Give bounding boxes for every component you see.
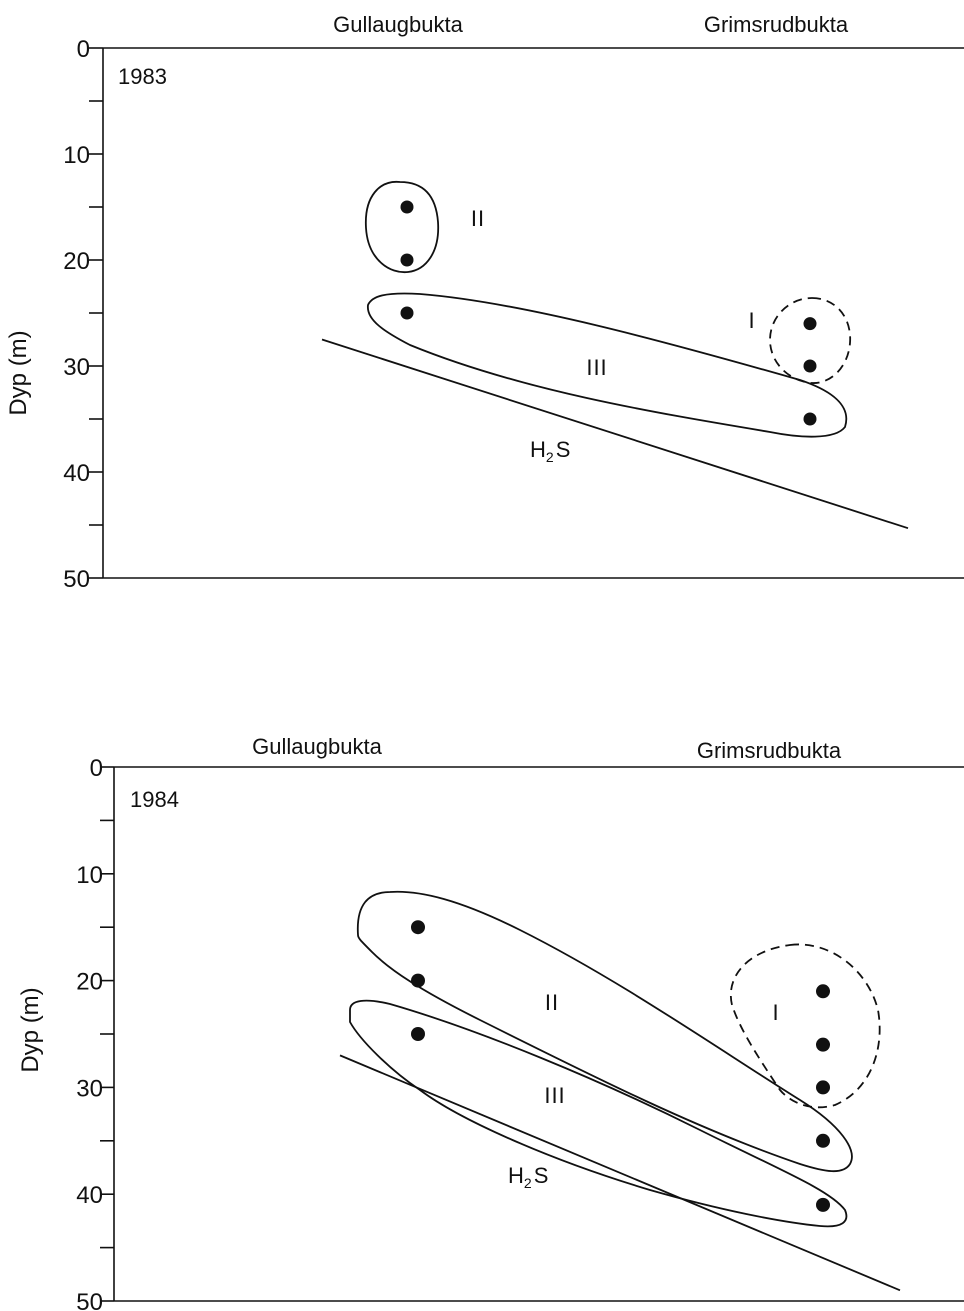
- group-ii-outline: [365, 181, 439, 273]
- panel-1983: Gullaugbukta Grimsrudbukta 0 10 20 30 40 50 D…: [5, 12, 964, 593]
- sample-point: [803, 359, 817, 373]
- y-tick-label: 10: [63, 142, 90, 169]
- panel-1984: Gullaugbukta Grimsrudbukta 0 10 20 30 40 50 D…: [17, 734, 964, 1311]
- h2s-label: H2S: [508, 1163, 548, 1191]
- group-iii-label: III: [544, 1083, 565, 1108]
- y-tick-label: 20: [63, 248, 90, 275]
- sample-point: [803, 317, 817, 331]
- h2s-boundary-line: [321, 338, 909, 530]
- y-tick-label: 40: [76, 1182, 103, 1209]
- group-ii-label: II: [545, 990, 559, 1015]
- sample-point: [816, 1080, 830, 1095]
- h2s-label: H2S: [530, 437, 570, 465]
- y-tick-label: 0: [90, 755, 103, 782]
- h2s-boundary-line: [339, 1054, 901, 1292]
- group-i-outline: [769, 297, 851, 384]
- y-tick-label: 40: [63, 460, 90, 487]
- sample-point: [816, 1133, 830, 1148]
- location-label-right: Grimsrudbukta: [697, 738, 842, 763]
- sample-point: [816, 1037, 830, 1052]
- group-iii-outline: [367, 292, 848, 438]
- sample-point: [816, 1197, 830, 1212]
- group-iii-label: III: [586, 355, 607, 380]
- year-label: 1983: [118, 64, 167, 89]
- group-i-outline: [729, 943, 881, 1109]
- sample-point: [411, 920, 425, 935]
- sample-point: [400, 306, 414, 320]
- location-label-right: Grimsrudbukta: [704, 12, 849, 37]
- group-i-label: I: [748, 308, 755, 333]
- sample-point: [411, 1027, 425, 1041]
- sample-point: [411, 973, 425, 988]
- y-axis-label: Dyp (m): [5, 330, 32, 415]
- y-tick-label: 50: [76, 1289, 103, 1311]
- sample-points: [400, 200, 817, 426]
- y-tick-label: 0: [77, 36, 90, 63]
- y-axis-label: Dyp (m): [17, 987, 44, 1072]
- y-tick-label: 10: [76, 862, 103, 889]
- group-iii-outline: [349, 999, 848, 1228]
- y-ticks: 0 10 20 30 40 50: [63, 36, 103, 593]
- y-tick-label: 30: [63, 354, 90, 381]
- group-ii-outline: [356, 890, 853, 1173]
- location-label-left: Gullaugbukta: [333, 12, 463, 37]
- year-label: 1984: [130, 787, 179, 812]
- y-tick-label: 20: [76, 969, 103, 996]
- y-tick-label: 50: [63, 566, 90, 593]
- sample-point: [400, 253, 414, 267]
- group-ii-label: II: [471, 206, 485, 231]
- location-label-left: Gullaugbukta: [252, 734, 382, 759]
- sample-point: [803, 412, 817, 426]
- sample-points: [411, 920, 830, 1212]
- y-ticks: 0 10 20 30 40 50: [76, 755, 114, 1311]
- y-tick-label: 30: [76, 1075, 103, 1102]
- sample-point: [816, 984, 830, 999]
- sample-point: [400, 200, 414, 214]
- group-i-label: I: [772, 1000, 779, 1025]
